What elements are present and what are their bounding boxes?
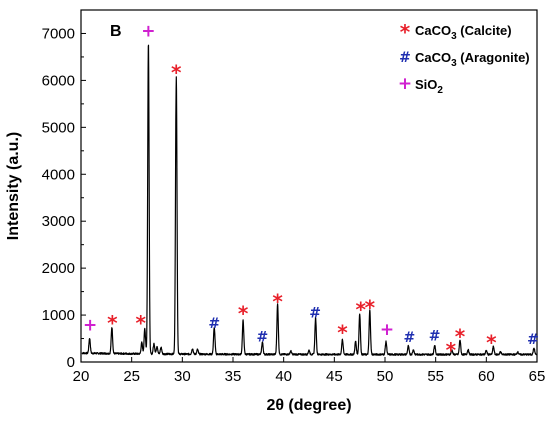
x-tick-label: 60: [478, 368, 495, 385]
legend-marker: *: [400, 20, 411, 44]
peak-marker-calcite: *: [171, 60, 182, 84]
y-tick-label: 2000: [42, 260, 75, 277]
x-axis-title: 2θ (degree): [266, 397, 351, 414]
peak-marker-aragonite: #: [257, 330, 269, 346]
y-tick-label: 1000: [42, 307, 75, 324]
peak-marker-calcite: *: [486, 331, 497, 355]
peak-marker-calcite: *: [238, 301, 249, 325]
peak-marker-calcite: *: [446, 338, 457, 362]
plot-frame: [80, 9, 538, 363]
x-tick-label: 35: [225, 368, 242, 385]
peak-marker-aragonite: #: [309, 306, 321, 322]
peak-markers: + * *+*# *#*#***+ # #** * #: [83, 22, 539, 363]
peak-marker-calcite: *: [337, 320, 348, 344]
peak-marker-calcite: *: [365, 295, 376, 319]
y-tick-label: 7000: [42, 25, 75, 42]
peak-marker-calcite: *: [272, 289, 283, 313]
legend-label: SiO2: [415, 77, 443, 96]
x-tick-label: 65: [529, 368, 546, 385]
peak-marker-sio2: +: [141, 22, 155, 42]
x-tick-label: 20: [73, 368, 90, 385]
peak-marker-calcite: *: [107, 311, 118, 335]
x-tick-label: 25: [123, 368, 140, 385]
peak-marker-calcite: *: [455, 324, 466, 348]
legend-marker: #: [399, 50, 411, 66]
peak-marker-aragonite: #: [429, 329, 441, 345]
axes: 20 25 30 35 40 45 50 55 60 65 0 1000 2000 3000 4000 500…: [42, 9, 546, 385]
peak-marker-calcite: *: [355, 297, 366, 321]
legend-label: CaCO3 (Aragonite): [415, 50, 530, 69]
x-tick-label: 55: [427, 368, 444, 385]
plot-area: [81, 44, 537, 356]
y-tick-label: 5000: [42, 119, 75, 136]
y-axis-title: Intensity (a.u.): [5, 132, 22, 240]
x-tick-label: 40: [275, 368, 292, 385]
y-tick-label: 6000: [42, 72, 75, 89]
xrd-pattern-line: [81, 44, 537, 356]
peak-marker-sio2: +: [380, 320, 394, 340]
legend-label: CaCO3 (Calcite): [415, 23, 512, 42]
y-tick-label: 0: [67, 354, 75, 371]
x-tick-label: 50: [377, 368, 394, 385]
peak-marker-aragonite: #: [403, 330, 415, 346]
peak-marker-sio2: +: [83, 315, 97, 335]
y-tick-label: 4000: [42, 166, 75, 183]
x-tick-label: 30: [174, 368, 191, 385]
legend-marker: +: [398, 74, 412, 94]
peak-marker-aragonite: #: [208, 316, 220, 332]
x-tick-label: 45: [326, 368, 343, 385]
legend: * CaCO3 (Calcite)# CaCO3 (Aragonite)+ SiO2: [398, 20, 530, 96]
panel-label: B: [110, 23, 122, 40]
peak-marker-calcite: *: [136, 311, 147, 335]
y-tick-label: 3000: [42, 213, 75, 230]
peak-marker-aragonite: #: [527, 332, 539, 348]
